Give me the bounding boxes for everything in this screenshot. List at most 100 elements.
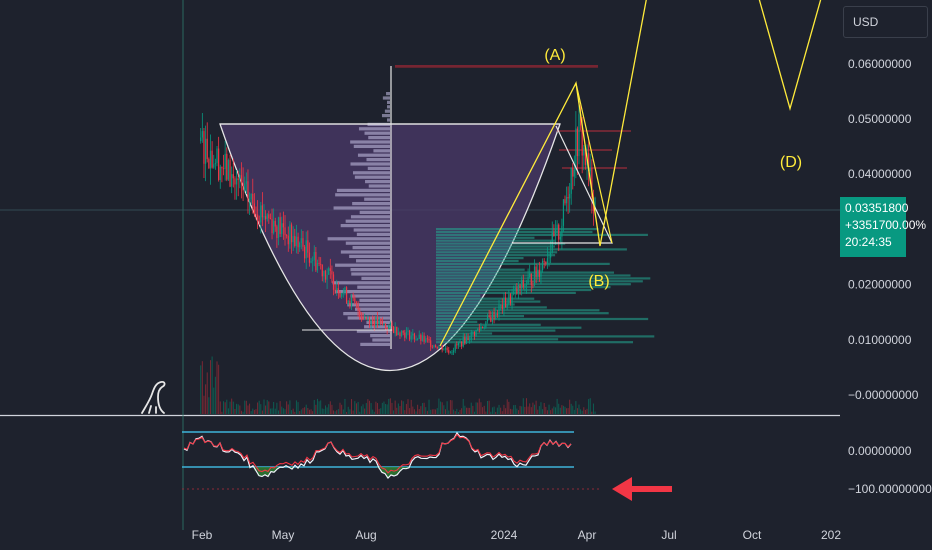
volume-profile-bar bbox=[436, 297, 535, 300]
volume-profile-bar bbox=[357, 153, 390, 157]
volume-bar bbox=[214, 376, 216, 414]
volume-profile-bar bbox=[436, 338, 559, 341]
volume-bar bbox=[304, 407, 306, 414]
volume-bar bbox=[383, 401, 385, 414]
candle-body bbox=[423, 335, 425, 342]
volume-profile-bar bbox=[350, 140, 390, 144]
volume-bar bbox=[495, 411, 497, 414]
oscillator-fill bbox=[263, 467, 267, 475]
volume-bar bbox=[274, 408, 276, 414]
volume-bar bbox=[261, 410, 263, 414]
oscillator-line-main bbox=[183, 431, 572, 480]
volume-bar bbox=[310, 409, 312, 414]
candle-body bbox=[493, 311, 495, 320]
volume-profile-bar bbox=[368, 136, 390, 140]
time-axis-label: Jul bbox=[661, 528, 676, 542]
volume-bar bbox=[545, 406, 547, 414]
candle-body bbox=[441, 345, 443, 351]
candle-body bbox=[461, 341, 463, 347]
currency-selector[interactable]: USD bbox=[843, 6, 928, 38]
volume-bar bbox=[516, 408, 518, 414]
candle-body bbox=[334, 289, 336, 291]
candle-body bbox=[530, 273, 532, 286]
candle-body bbox=[588, 153, 590, 172]
volume-bar bbox=[532, 402, 534, 414]
dinosaur-icon bbox=[141, 380, 166, 414]
volume-bar bbox=[564, 406, 566, 414]
volume-profile-bar bbox=[354, 175, 390, 179]
last-price-badge: 0.03351800 +3351700.00% 20:24:35 bbox=[840, 197, 926, 257]
candle-body bbox=[446, 348, 448, 351]
candle-body bbox=[457, 342, 460, 346]
candle-body bbox=[239, 175, 241, 180]
candle-body bbox=[538, 269, 540, 277]
volume-bar bbox=[294, 411, 296, 414]
volume-profile-bar bbox=[436, 277, 651, 280]
volume-bar bbox=[538, 406, 540, 414]
volume-bar bbox=[581, 410, 583, 414]
volume-profile-bar bbox=[436, 335, 655, 338]
volume-bar bbox=[572, 405, 574, 414]
candle-body bbox=[562, 199, 565, 226]
candle-body bbox=[235, 178, 238, 185]
volume-bar bbox=[413, 409, 415, 414]
volume-profile-bar bbox=[436, 233, 648, 236]
volume-bar bbox=[239, 405, 241, 414]
volume-bar bbox=[391, 402, 393, 414]
volume-bar bbox=[454, 411, 456, 414]
volume-profile-bar bbox=[367, 166, 390, 170]
volume-bar bbox=[444, 409, 446, 414]
candle-body bbox=[324, 270, 327, 280]
volume-bar bbox=[491, 407, 493, 414]
candle-body bbox=[503, 297, 505, 310]
candle-body bbox=[469, 339, 471, 341]
price-candles bbox=[200, 96, 596, 355]
candle-body bbox=[357, 304, 359, 311]
volume-bar bbox=[271, 408, 273, 414]
volume-bar bbox=[493, 406, 495, 414]
oscillator-lines bbox=[183, 431, 572, 480]
volume-bar bbox=[328, 404, 330, 414]
volume-bar bbox=[542, 409, 544, 414]
candle-body bbox=[336, 288, 338, 291]
candle-body bbox=[372, 319, 374, 322]
volume-bar bbox=[446, 401, 448, 414]
volume-bar bbox=[234, 408, 236, 414]
volume-bar bbox=[477, 402, 479, 414]
volume-bar bbox=[575, 401, 577, 414]
candle-body bbox=[360, 317, 362, 318]
volume-bar bbox=[570, 403, 572, 414]
volume-bar bbox=[359, 411, 361, 414]
candle-body bbox=[473, 331, 476, 336]
candle-body bbox=[326, 274, 328, 280]
volume-bar bbox=[318, 401, 320, 414]
volume-bar bbox=[329, 401, 331, 414]
volume-bar bbox=[258, 400, 260, 414]
candle-body bbox=[284, 227, 286, 236]
candle-body bbox=[347, 300, 349, 303]
candle-body bbox=[213, 164, 215, 168]
volume-bar bbox=[509, 408, 511, 414]
candle-body bbox=[449, 352, 451, 354]
candle-body bbox=[342, 292, 344, 294]
candle-body bbox=[495, 313, 497, 320]
volume-bar bbox=[375, 401, 377, 414]
oscillator-fill bbox=[401, 467, 405, 469]
volume-profile-bar bbox=[352, 171, 390, 175]
volume-profile-bar bbox=[350, 162, 390, 166]
candle-body bbox=[481, 326, 484, 328]
candle-body bbox=[362, 317, 364, 320]
volume-bar bbox=[268, 401, 270, 414]
volume-bar bbox=[377, 403, 379, 414]
volume-bar bbox=[559, 407, 561, 414]
candle-body bbox=[248, 199, 251, 202]
volume-bar bbox=[426, 410, 428, 414]
volume-profile-bar bbox=[436, 303, 515, 306]
volume-bar bbox=[357, 401, 359, 414]
candle-body bbox=[548, 257, 550, 259]
volume-bar bbox=[305, 404, 307, 414]
volume-profile-bar bbox=[340, 224, 390, 228]
candle-body bbox=[508, 294, 510, 304]
volume-profile-bar bbox=[355, 307, 390, 311]
